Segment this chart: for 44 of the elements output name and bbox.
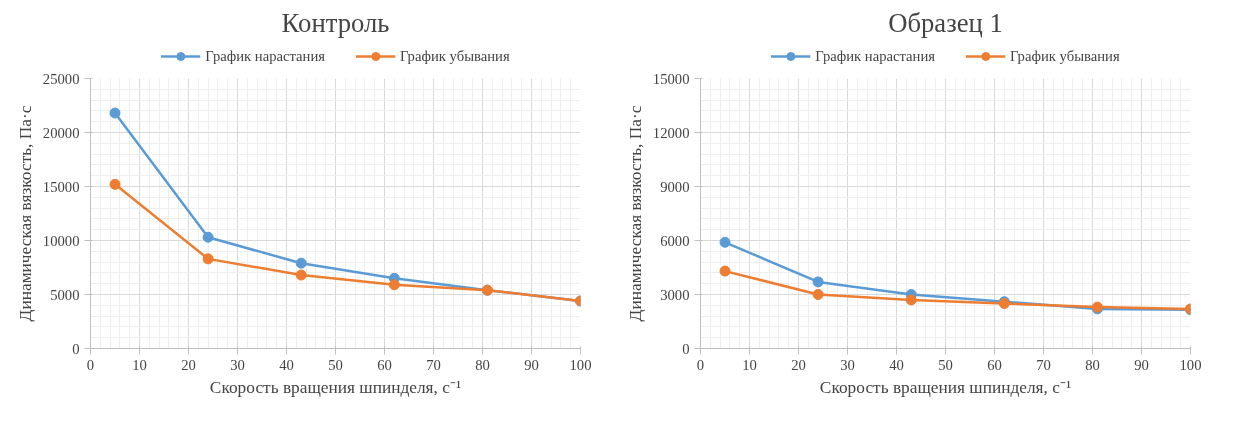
x-axis-title: Скорость вращения шпинделя, с⁻¹	[209, 377, 462, 397]
x-tick-label: 0	[696, 356, 705, 373]
x-tick-label: 30	[840, 356, 855, 373]
y-tick-label: 25000	[42, 70, 80, 87]
x-tick-label: 60	[377, 356, 392, 373]
x-axis-title: Скорость вращения шпинделя, с⁻¹	[819, 377, 1072, 397]
x-tick-label: 50	[328, 356, 343, 373]
x-tick-label: 30	[230, 356, 245, 373]
x-tick-label: 40	[279, 356, 294, 373]
y-tick-label: 0	[682, 340, 690, 357]
y-tick-label: 6000	[660, 232, 690, 249]
y-axis-title: Динамическая вязкость, Па·с	[625, 105, 645, 322]
x-tick-label: 70	[1036, 356, 1051, 373]
y-tick-label: 15000	[652, 70, 690, 87]
legend-label: График нарастания	[815, 47, 936, 65]
x-tick-label: 70	[426, 356, 441, 373]
x-tick-label: 90	[1134, 356, 1149, 373]
x-tick-label: 20	[791, 356, 806, 373]
legend-label: График убывания	[400, 47, 510, 65]
x-tick-label: 20	[181, 356, 196, 373]
x-tick-label: 90	[524, 356, 539, 373]
x-tick-label: 10	[132, 356, 147, 373]
x-tick-label: 80	[1085, 356, 1100, 373]
y-tick-label: 20000	[42, 124, 80, 141]
x-tick-label: 40	[889, 356, 904, 373]
y-tick-label: 10000	[42, 232, 80, 249]
x-tick-label: 80	[475, 356, 490, 373]
y-tick-label: 5000	[50, 286, 80, 303]
y-tick-label: 15000	[42, 178, 80, 195]
chart-title: Контроль	[281, 7, 390, 38]
x-tick-label: 10	[742, 356, 757, 373]
y-tick-label: 0	[72, 340, 80, 357]
x-tick-label: 100	[569, 356, 592, 373]
y-tick-label: 3000	[660, 286, 690, 303]
x-tick-label: 100	[1179, 356, 1202, 373]
chart-title: Образец 1	[888, 7, 1003, 38]
y-axis-title: Динамическая вязкость, Па·с	[15, 105, 35, 322]
x-tick-label: 50	[938, 356, 953, 373]
x-tick-label: 0	[86, 356, 95, 373]
y-tick-label: 12000	[652, 124, 690, 141]
x-tick-label: 60	[987, 356, 1002, 373]
legend-label: График нарастания	[205, 47, 326, 65]
legend-label: График убывания	[1010, 47, 1120, 65]
y-tick-label: 9000	[660, 178, 690, 195]
